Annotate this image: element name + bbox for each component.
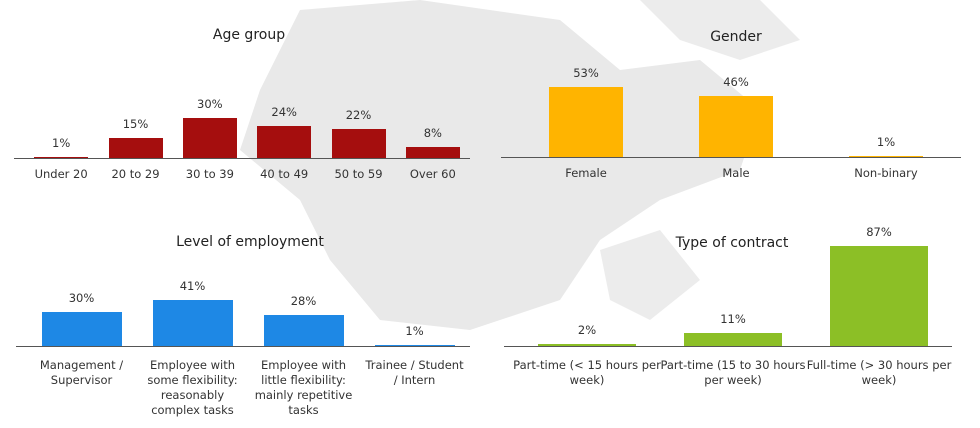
chart-title: Level of employment bbox=[176, 234, 324, 250]
bar bbox=[257, 126, 312, 158]
category-label: Part-time (15 to 30 hours per week) bbox=[660, 358, 806, 387]
category-label: Part-time (< 15 hours per week) bbox=[513, 358, 661, 387]
category-label: 50 to 59 bbox=[334, 167, 383, 181]
value-label: 30% bbox=[68, 291, 95, 306]
category-label: 20 to 29 bbox=[111, 167, 160, 181]
bar bbox=[405, 147, 460, 158]
category-label: Employee with some flexibility: reasonab… bbox=[147, 358, 238, 417]
bar bbox=[41, 312, 122, 346]
bar bbox=[538, 343, 636, 346]
bar bbox=[684, 333, 782, 346]
bar bbox=[374, 344, 455, 346]
chart-title: Type of contract bbox=[675, 235, 789, 251]
value-label: 1% bbox=[52, 135, 71, 150]
category-label: Under 20 bbox=[34, 167, 88, 181]
category-label: 40 to 49 bbox=[260, 167, 309, 181]
baseline bbox=[16, 346, 470, 347]
chart-title: Age group bbox=[212, 27, 286, 43]
value-label: 24% bbox=[271, 105, 297, 120]
map-shape bbox=[640, 0, 800, 60]
value-label: 8% bbox=[423, 126, 442, 141]
value-label: 28% bbox=[290, 293, 317, 308]
category-label: Female bbox=[565, 166, 607, 180]
value-label: 87% bbox=[866, 224, 892, 239]
baseline bbox=[504, 346, 952, 347]
category-label: Male bbox=[722, 166, 750, 180]
bar bbox=[849, 155, 923, 157]
bar bbox=[108, 138, 163, 158]
baseline bbox=[14, 158, 470, 159]
category-label: Trainee / Student / Intern bbox=[365, 358, 464, 387]
category-label: 30 to 39 bbox=[185, 167, 234, 181]
value-label: 2% bbox=[577, 322, 597, 337]
map-shape bbox=[240, 0, 760, 330]
value-label: 41% bbox=[179, 279, 206, 294]
value-label: 15% bbox=[122, 117, 149, 132]
value-label: 46% bbox=[723, 75, 749, 90]
map-shape bbox=[600, 230, 700, 320]
bar bbox=[263, 314, 344, 346]
bar bbox=[549, 87, 623, 157]
category-label: Employee with little flexibility: mainly… bbox=[254, 358, 353, 417]
value-label: 1% bbox=[876, 134, 896, 149]
chart-title: Gender bbox=[710, 29, 762, 45]
bar bbox=[34, 156, 89, 158]
bar bbox=[182, 118, 237, 158]
value-label: 30% bbox=[197, 97, 223, 112]
bar bbox=[152, 300, 233, 346]
bar bbox=[699, 96, 773, 157]
value-label: 53% bbox=[573, 66, 599, 81]
category-label: Full-time (> 30 hours per week) bbox=[806, 358, 952, 387]
category-label: Non-binary bbox=[854, 166, 918, 180]
category-label: Over 60 bbox=[409, 167, 456, 181]
value-label: 22% bbox=[345, 107, 372, 122]
value-label: 11% bbox=[720, 312, 746, 327]
baseline bbox=[501, 157, 961, 158]
value-label: 1% bbox=[405, 323, 424, 338]
bar bbox=[331, 128, 386, 158]
category-label: Management / Supervisor bbox=[39, 358, 124, 387]
bar bbox=[830, 245, 928, 346]
